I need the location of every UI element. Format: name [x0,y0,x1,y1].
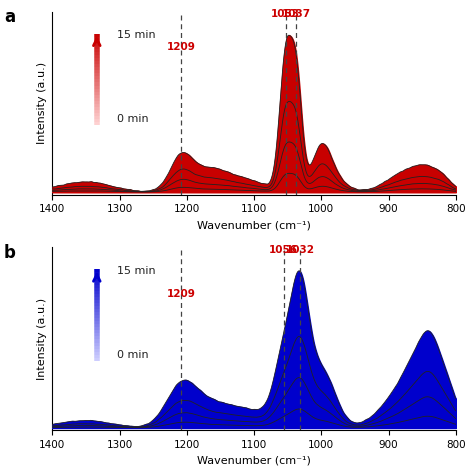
Y-axis label: Intensity (a.u.): Intensity (a.u.) [37,62,47,144]
Text: 1053: 1053 [271,9,300,19]
Text: 1209: 1209 [166,42,195,52]
Text: 1209: 1209 [166,289,195,299]
Text: 1056: 1056 [269,245,298,255]
Text: 1037: 1037 [282,9,311,19]
Text: 1032: 1032 [285,245,314,255]
X-axis label: Wavenumber (cm⁻¹): Wavenumber (cm⁻¹) [197,220,311,230]
Text: 0 min: 0 min [117,114,148,124]
Y-axis label: Intensity (a.u.): Intensity (a.u.) [37,298,47,380]
X-axis label: Wavenumber (cm⁻¹): Wavenumber (cm⁻¹) [197,456,311,465]
Text: a: a [4,8,15,26]
Text: 15 min: 15 min [117,30,155,40]
Text: 15 min: 15 min [117,265,155,275]
Text: 0 min: 0 min [117,350,148,360]
Text: b: b [4,244,16,262]
